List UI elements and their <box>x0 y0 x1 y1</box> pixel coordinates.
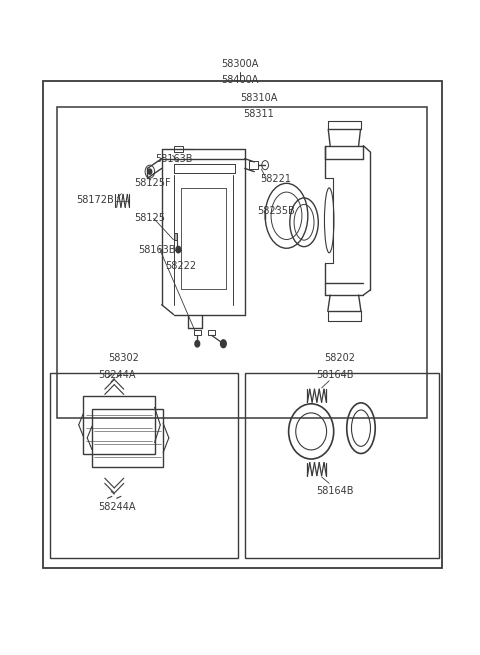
Text: 58300A: 58300A <box>221 60 259 69</box>
Text: 58311: 58311 <box>244 109 275 119</box>
Circle shape <box>176 246 180 253</box>
Bar <box>208 330 215 335</box>
Bar <box>174 233 178 240</box>
Circle shape <box>148 169 152 174</box>
Bar <box>174 145 183 152</box>
Bar <box>245 373 439 558</box>
Text: 58202: 58202 <box>324 353 355 363</box>
Text: 58172B: 58172B <box>76 195 114 204</box>
Text: 58164B: 58164B <box>316 486 354 496</box>
Text: 58302: 58302 <box>108 353 139 363</box>
Text: 58125F: 58125F <box>134 178 170 188</box>
Text: 58244A: 58244A <box>98 502 135 512</box>
Bar <box>84 396 155 454</box>
Text: 58221: 58221 <box>260 174 291 185</box>
Text: 58222: 58222 <box>165 261 196 271</box>
Circle shape <box>220 340 226 348</box>
Text: 58400A: 58400A <box>221 75 259 85</box>
Bar <box>194 330 201 335</box>
Text: 58235B: 58235B <box>258 206 295 215</box>
Bar <box>249 161 258 169</box>
Bar <box>92 409 163 467</box>
Text: 58125: 58125 <box>134 214 165 223</box>
Circle shape <box>195 341 200 347</box>
Text: 58163B: 58163B <box>138 244 176 255</box>
Bar <box>43 81 442 568</box>
Text: 58164B: 58164B <box>316 370 354 380</box>
Bar <box>50 373 238 558</box>
Text: 58244A: 58244A <box>98 370 135 380</box>
Text: 58310A: 58310A <box>240 93 277 103</box>
Bar <box>57 107 427 419</box>
Text: 58163B: 58163B <box>155 154 192 164</box>
